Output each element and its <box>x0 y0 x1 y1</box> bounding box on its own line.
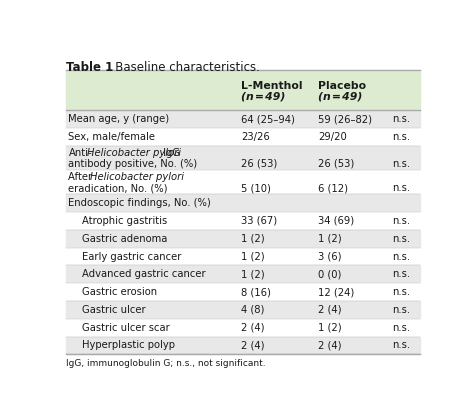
Text: 6 (12): 6 (12) <box>318 183 348 193</box>
Text: 8 (16): 8 (16) <box>241 287 271 297</box>
Text: n.s.: n.s. <box>392 234 410 244</box>
Bar <box>66 230 420 247</box>
Bar <box>66 170 420 194</box>
Text: n.s.: n.s. <box>392 216 410 226</box>
Bar <box>66 265 420 283</box>
Bar <box>66 146 420 170</box>
Text: After: After <box>68 172 96 182</box>
Text: Helicobacter pylori: Helicobacter pylori <box>90 172 183 182</box>
Bar <box>66 128 420 146</box>
Bar <box>66 319 420 336</box>
Text: IgG, immunoglobulin G; n.s., not significant.: IgG, immunoglobulin G; n.s., not signifi… <box>66 359 265 368</box>
Text: 26 (53): 26 (53) <box>241 159 277 169</box>
Text: 33 (67): 33 (67) <box>241 216 277 226</box>
Text: 1 (2): 1 (2) <box>241 234 264 244</box>
Text: Atrophic gastritis: Atrophic gastritis <box>82 216 168 226</box>
Text: n.s.: n.s. <box>392 114 410 124</box>
Text: 1 (2): 1 (2) <box>241 252 264 262</box>
Text: n.s.: n.s. <box>392 323 410 333</box>
Text: Helicobacter pylori: Helicobacter pylori <box>87 148 181 158</box>
Text: 3 (6): 3 (6) <box>318 252 342 262</box>
Bar <box>66 336 420 354</box>
Text: 2 (4): 2 (4) <box>241 340 264 350</box>
Text: Baseline characteristics.: Baseline characteristics. <box>104 61 260 74</box>
Text: 2 (4): 2 (4) <box>318 340 342 350</box>
Text: 1 (2): 1 (2) <box>318 234 342 244</box>
Text: Sex, male/female: Sex, male/female <box>68 132 155 142</box>
Text: (n = 49): (n = 49) <box>241 92 285 102</box>
Text: n.s.: n.s. <box>392 305 410 315</box>
Text: antibody positive, No. (%): antibody positive, No. (%) <box>68 159 198 169</box>
Text: 1 (2): 1 (2) <box>318 323 342 333</box>
Text: Endoscopic findings, No. (%): Endoscopic findings, No. (%) <box>68 198 211 208</box>
Bar <box>66 283 420 301</box>
Text: Advanced gastric cancer: Advanced gastric cancer <box>82 269 206 279</box>
Bar <box>66 110 420 128</box>
Bar <box>66 301 420 319</box>
Bar <box>66 194 420 212</box>
Text: 34 (69): 34 (69) <box>318 216 355 226</box>
Text: 29/20: 29/20 <box>318 132 347 142</box>
Text: 64 (25–94): 64 (25–94) <box>241 114 295 124</box>
Text: n.s.: n.s. <box>392 132 410 142</box>
Text: 2 (4): 2 (4) <box>318 305 342 315</box>
Text: Hyperplastic polyp: Hyperplastic polyp <box>82 340 175 350</box>
Text: n.s.: n.s. <box>392 340 410 350</box>
Text: (n = 49): (n = 49) <box>318 92 363 102</box>
Text: 26 (53): 26 (53) <box>318 159 355 169</box>
Text: 5 (10): 5 (10) <box>241 183 271 193</box>
Text: Anti-: Anti- <box>68 148 92 158</box>
Text: 12 (24): 12 (24) <box>318 287 355 297</box>
Text: L-Menthol: L-Menthol <box>241 82 302 92</box>
Text: Placebo: Placebo <box>318 82 366 92</box>
Text: Mean age, y (range): Mean age, y (range) <box>68 114 170 124</box>
Bar <box>66 70 420 110</box>
Text: n.s.: n.s. <box>392 159 410 169</box>
Bar <box>66 247 420 265</box>
Text: Table 1: Table 1 <box>66 61 113 74</box>
Text: Early gastric cancer: Early gastric cancer <box>82 252 182 262</box>
Text: Gastric erosion: Gastric erosion <box>82 287 157 297</box>
Text: 23/26: 23/26 <box>241 132 270 142</box>
Text: n.s.: n.s. <box>392 287 410 297</box>
Text: eradication, No. (%): eradication, No. (%) <box>68 183 168 193</box>
Text: Gastric adenoma: Gastric adenoma <box>82 234 168 244</box>
Text: IgG: IgG <box>160 148 180 158</box>
Text: Gastric ulcer: Gastric ulcer <box>82 305 146 315</box>
Text: 0 (0): 0 (0) <box>318 269 342 279</box>
Text: n.s.: n.s. <box>392 252 410 262</box>
Text: 59 (26–82): 59 (26–82) <box>318 114 372 124</box>
Text: n.s.: n.s. <box>392 183 410 193</box>
Text: 4 (8): 4 (8) <box>241 305 264 315</box>
Text: n.s.: n.s. <box>392 269 410 279</box>
Text: 1 (2): 1 (2) <box>241 269 264 279</box>
Text: Gastric ulcer scar: Gastric ulcer scar <box>82 323 170 333</box>
Text: 2 (4): 2 (4) <box>241 323 264 333</box>
Bar <box>66 212 420 230</box>
